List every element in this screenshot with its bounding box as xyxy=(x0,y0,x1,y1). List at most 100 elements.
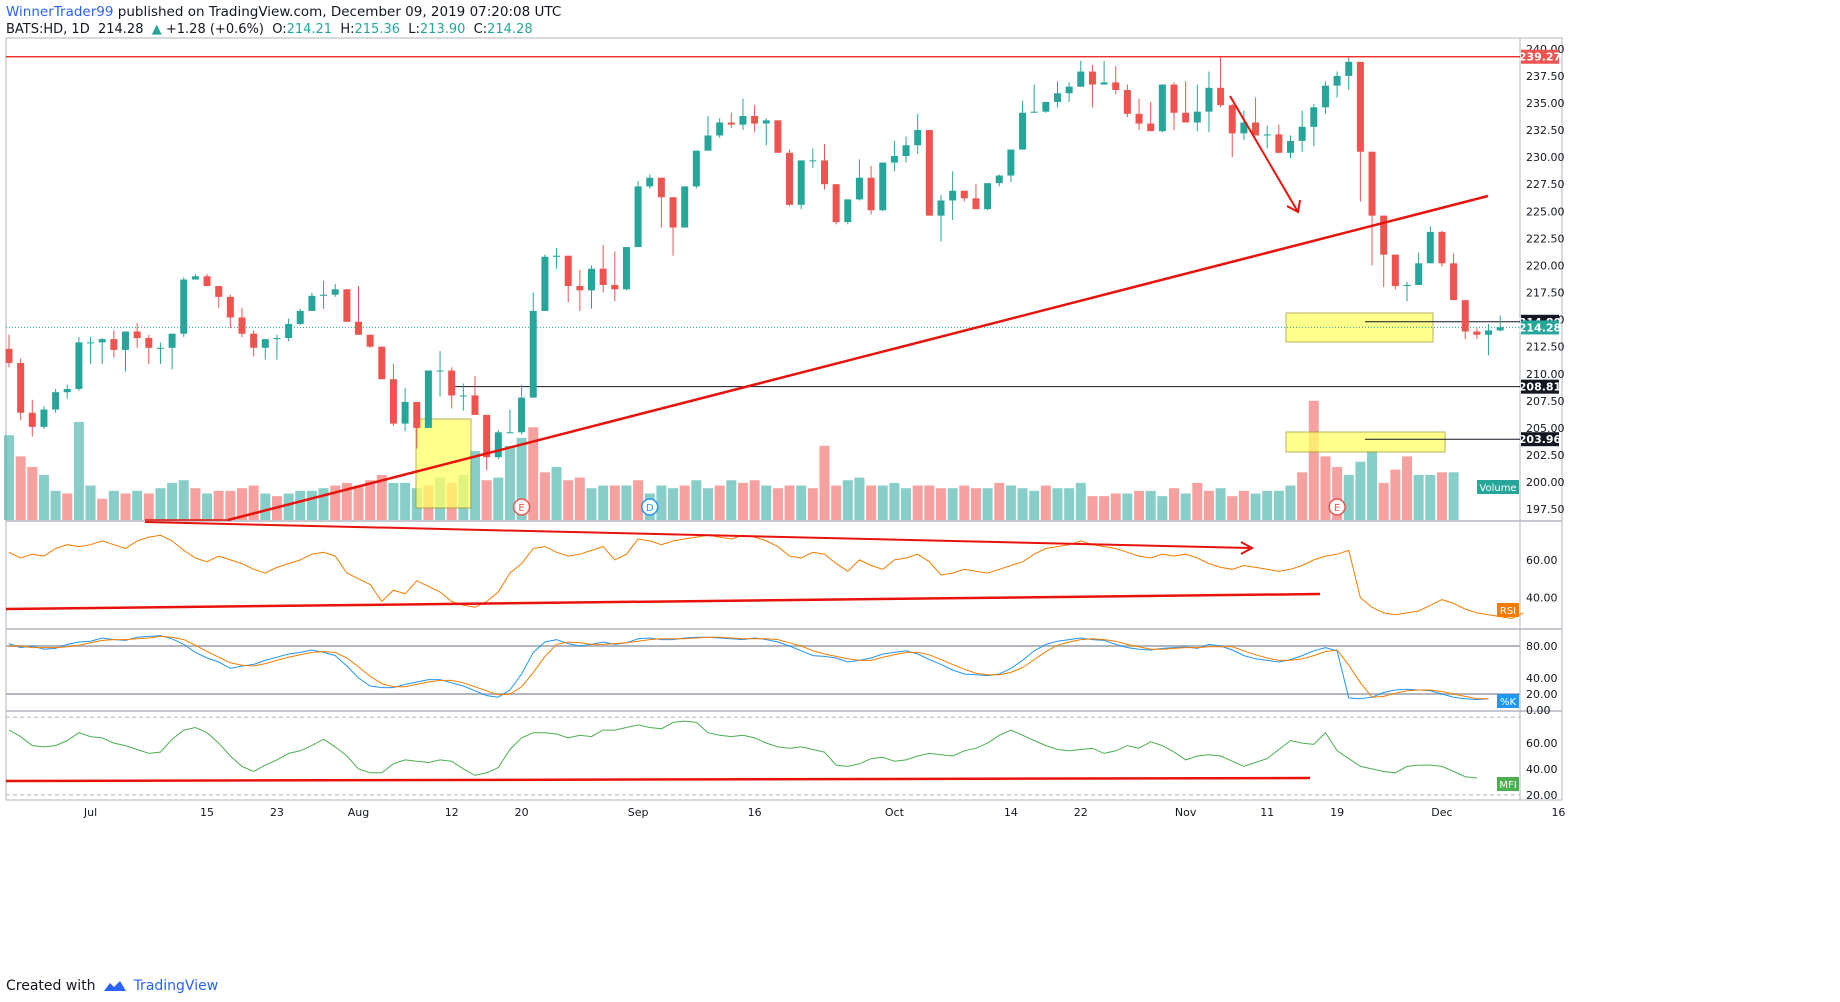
high-value: 215.36 xyxy=(354,22,401,37)
candle xyxy=(576,286,584,291)
candle xyxy=(1438,231,1446,264)
price-axis-tick: 220.00 xyxy=(1526,259,1565,272)
candle xyxy=(821,160,828,185)
candle xyxy=(1345,61,1353,76)
volume-bar xyxy=(62,493,73,520)
price-axis-tick: 230.00 xyxy=(1526,151,1565,164)
candle xyxy=(1112,82,1120,90)
indicator-axis-tick: 20.00 xyxy=(1526,688,1558,701)
candle xyxy=(681,186,689,228)
volume-bar xyxy=(295,490,306,520)
volume-bar xyxy=(1262,490,1273,520)
candle xyxy=(1088,71,1096,85)
volume-bar xyxy=(202,493,213,520)
candle xyxy=(378,346,386,380)
author-link[interactable]: WinnerTrader99 xyxy=(6,4,114,20)
tradingview-logo-icon xyxy=(103,981,126,991)
volume-bar xyxy=(679,485,690,520)
candle xyxy=(145,338,153,348)
candle xyxy=(1042,101,1050,112)
volume-bar xyxy=(504,445,515,520)
price-label-box xyxy=(1521,320,1559,335)
candle xyxy=(250,333,258,348)
volume-bar xyxy=(539,472,550,520)
created-with-text: Created with xyxy=(6,978,96,994)
candle xyxy=(1077,71,1085,87)
up-arrow-icon: ▲ xyxy=(151,22,162,37)
candle xyxy=(925,130,933,216)
candle xyxy=(28,412,36,427)
volume-bar xyxy=(586,488,597,520)
volume-bar xyxy=(4,435,14,520)
volume-bar xyxy=(807,488,818,520)
time-axis-tick: 14 xyxy=(1004,806,1018,819)
candle xyxy=(273,338,281,340)
volume-bar xyxy=(143,493,154,520)
candle xyxy=(529,310,537,398)
close-label: C: xyxy=(473,22,488,37)
candle xyxy=(110,339,118,350)
volume-bar xyxy=(27,467,38,520)
volume-bar xyxy=(784,485,795,520)
volume-bar xyxy=(283,493,294,520)
volume-bar xyxy=(656,485,667,520)
down-arrow-icon xyxy=(1286,199,1301,214)
price-axis-tick: 237.50 xyxy=(1526,70,1565,83)
price-axis-tick: 205.00 xyxy=(1526,422,1565,435)
volume-bar xyxy=(889,482,900,520)
candle xyxy=(1356,61,1364,152)
symbol-ticker[interactable]: BATS:HD, 1D xyxy=(6,22,90,37)
volume-bar xyxy=(132,490,143,520)
candle xyxy=(786,152,794,205)
candle xyxy=(133,331,141,339)
volume-bar xyxy=(1040,485,1051,520)
volume-bar xyxy=(306,490,317,520)
time-axis-tick: 16 xyxy=(1551,806,1565,819)
candle xyxy=(448,370,456,396)
candle xyxy=(226,296,234,318)
rsi-support-line xyxy=(5,592,1321,611)
price-axis-tick: 210.00 xyxy=(1526,368,1565,381)
mfi-label: MFI xyxy=(1499,780,1516,791)
tradingview-link[interactable]: TradingView xyxy=(133,978,219,994)
volume-bar xyxy=(167,482,178,520)
volume-bar xyxy=(190,488,201,520)
volume-bar xyxy=(1308,400,1319,520)
candle xyxy=(1287,140,1294,153)
candle xyxy=(599,268,607,285)
time-axis-tick: Aug xyxy=(348,806,369,819)
open-label: O: xyxy=(272,22,287,37)
rsi-line xyxy=(8,534,1524,620)
candle xyxy=(855,177,863,200)
volume-bar xyxy=(947,488,958,520)
open-value: 214.21 xyxy=(286,22,333,37)
candle xyxy=(1217,87,1225,106)
earnings-marker xyxy=(1328,498,1346,516)
candle xyxy=(1450,263,1458,301)
time-axis-tick: 12 xyxy=(445,806,459,819)
volume-bar xyxy=(1064,488,1075,520)
candle xyxy=(494,432,502,458)
price-label-box xyxy=(1521,379,1559,394)
volume-bar xyxy=(959,485,970,520)
volume-bar xyxy=(912,485,923,520)
high-label: H: xyxy=(340,22,355,37)
time-axis-tick: 22 xyxy=(1074,806,1088,819)
volume-bar xyxy=(178,480,189,520)
indicator-axis-tick: 80.00 xyxy=(1526,640,1558,653)
earnings-marker xyxy=(512,498,531,516)
volume-bar xyxy=(1029,490,1040,520)
candle xyxy=(40,409,48,427)
price-axis-tick: 227.50 xyxy=(1526,178,1565,191)
candle xyxy=(739,115,747,125)
volume-bar xyxy=(574,477,585,520)
volume-bar xyxy=(1367,451,1378,520)
volume-bar xyxy=(1436,472,1447,520)
price-axis-tick: 225.00 xyxy=(1526,205,1565,218)
volume-bar xyxy=(481,480,492,520)
candle xyxy=(1193,111,1201,123)
candle xyxy=(191,276,199,280)
time-axis-tick: Jul xyxy=(83,806,97,819)
indicator-axis-tick: 0.00 xyxy=(1526,704,1551,717)
